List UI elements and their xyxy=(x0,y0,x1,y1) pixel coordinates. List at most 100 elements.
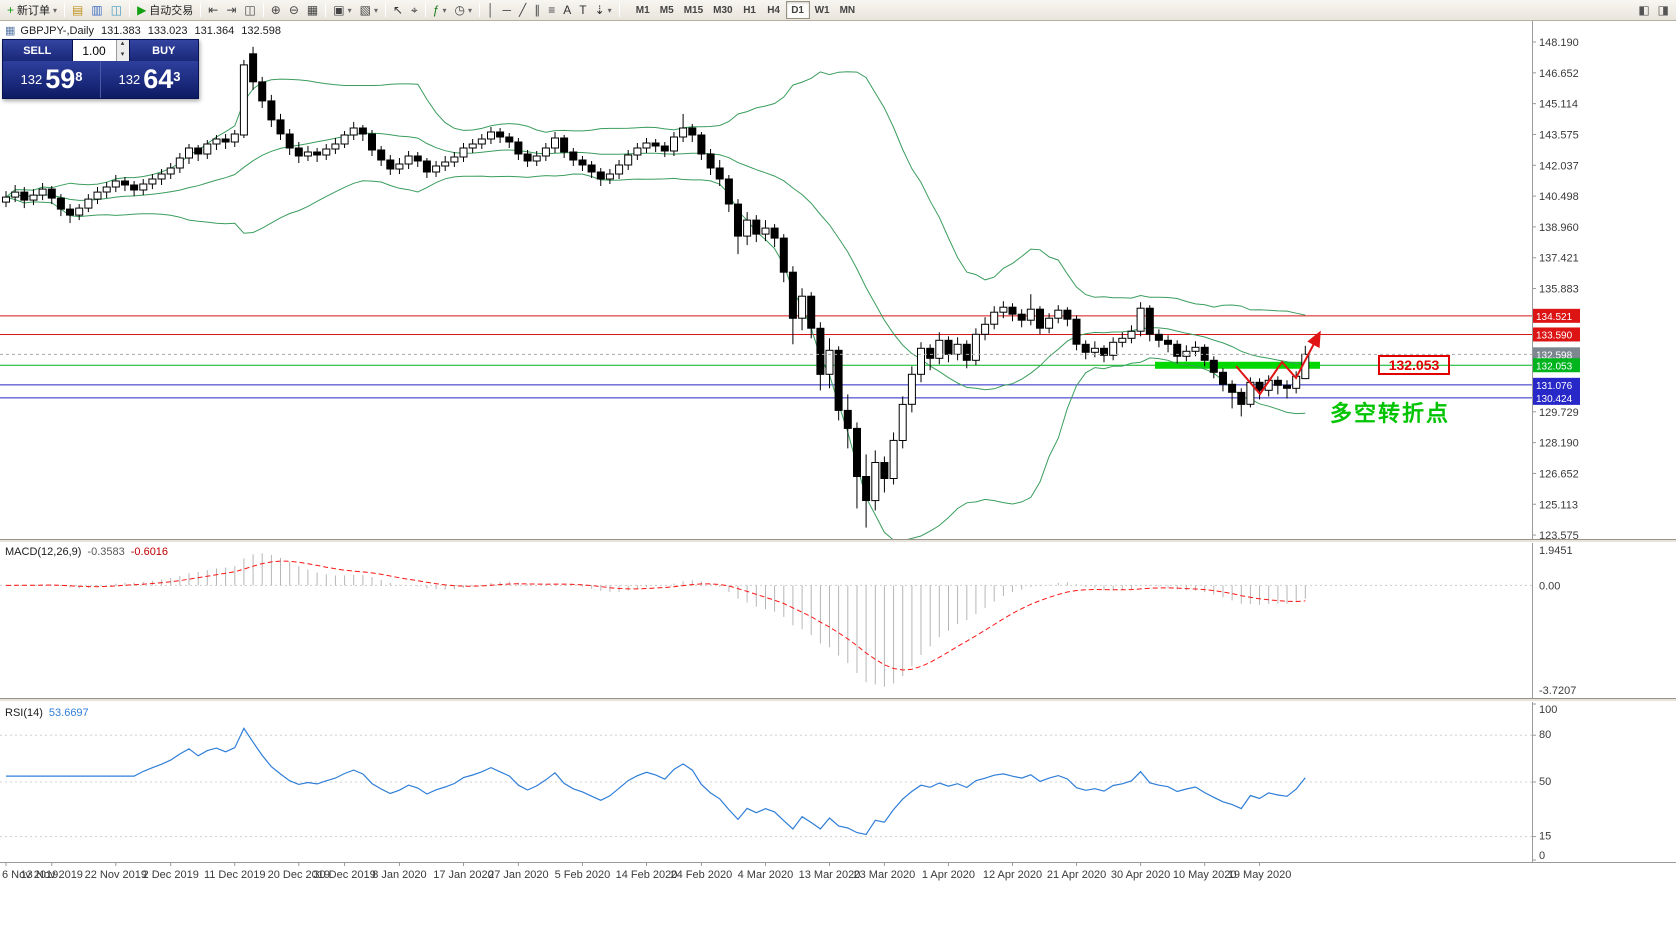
candle xyxy=(816,327,825,375)
rsi-axis-label: 0 xyxy=(1539,850,1545,862)
vertical-line-icon[interactable]: │ xyxy=(483,1,499,19)
chart-shift-icon[interactable]: ⇤ xyxy=(204,1,222,19)
pane-separator[interactable] xyxy=(0,539,1676,543)
timeframe-h4-button[interactable]: H4 xyxy=(762,1,786,19)
candle xyxy=(779,237,788,273)
ohlc-low: 131.364 xyxy=(194,24,235,37)
indicators-icon[interactable]: ƒ ▾ xyxy=(429,1,451,19)
text-icon[interactable]: A xyxy=(559,1,575,19)
candle xyxy=(331,143,340,150)
chart-symbol-period: GBPJPY-,Daily xyxy=(20,24,94,37)
volume-value[interactable]: 1.00 xyxy=(82,43,106,58)
candle xyxy=(368,133,376,151)
time-axis-label: 2 Dec 2019 xyxy=(143,869,199,881)
navigator-icon[interactable]: ◫ xyxy=(107,1,126,19)
candle xyxy=(303,151,312,157)
sell-price[interactable]: 132 59 8 xyxy=(3,61,101,98)
market-watch-icon[interactable]: ▤ xyxy=(68,1,87,19)
trendline-icon[interactable]: ╱ xyxy=(515,1,530,19)
candle xyxy=(29,194,38,201)
label-icon[interactable]: T xyxy=(575,1,590,19)
auto-trading-button[interactable]: ▶ 自动交易 xyxy=(133,1,197,19)
zoom-in-icon[interactable]: ⊕ xyxy=(267,1,285,19)
volume-spinner[interactable]: ▴ ▾ xyxy=(115,40,129,61)
candle xyxy=(249,53,258,83)
candle xyxy=(203,143,212,155)
candle xyxy=(889,439,898,479)
note-annotation[interactable]: 多空转折点 xyxy=(1330,401,1451,426)
candle xyxy=(953,343,962,355)
candle xyxy=(843,409,852,429)
time-axis-label: 20 Dec 2019 xyxy=(268,869,330,881)
candle xyxy=(185,147,193,159)
candle xyxy=(395,163,404,170)
candle xyxy=(66,208,74,216)
candle xyxy=(1283,384,1291,389)
candle xyxy=(450,156,459,163)
timeframe-d1-button[interactable]: D1 xyxy=(785,1,810,19)
candle xyxy=(1219,371,1227,385)
sell-button[interactable]: SELL xyxy=(3,40,72,61)
buy-price[interactable]: 132 64 3 xyxy=(101,61,198,98)
candle xyxy=(258,81,267,102)
rsi-line xyxy=(6,727,1306,836)
candle xyxy=(267,100,276,121)
volume-field[interactable]: 1.00 ▴ ▾ xyxy=(71,40,130,61)
volume-down-icon[interactable]: ▾ xyxy=(120,50,125,58)
crosshair-icon[interactable]: ⌖ xyxy=(407,1,422,19)
zoom-out-icon[interactable]: ⊖ xyxy=(285,1,303,19)
candle xyxy=(935,339,944,359)
timeframe-m30-button[interactable]: M30 xyxy=(708,1,737,19)
chart-title: ▦ GBPJPY-,Daily 131.383 133.023 131.364 … xyxy=(5,24,281,38)
auto-scroll-icon[interactable]: ⇥ xyxy=(222,1,240,19)
candle xyxy=(926,347,935,359)
time-axis-label: 6 Nov 2019 xyxy=(2,869,58,881)
timeframe-mn-button[interactable]: MN xyxy=(835,1,861,19)
candle xyxy=(1237,391,1246,405)
new-order-button[interactable]: + 新订单 ▾ xyxy=(3,1,61,19)
candle xyxy=(541,147,550,157)
price-badge xyxy=(1533,377,1580,392)
candle xyxy=(75,207,84,216)
data-window-icon[interactable]: ▥ xyxy=(87,1,106,19)
chart-list-icon[interactable]: ◧ xyxy=(1634,1,1653,19)
timeframe-m5-button[interactable]: M5 xyxy=(655,1,679,19)
timeframe-m15-button[interactable]: M15 xyxy=(679,1,708,19)
pane-separator[interactable] xyxy=(0,698,1676,702)
horizontal-line-icon[interactable]: ─ xyxy=(498,1,515,19)
window-menu-icon[interactable]: ◨ xyxy=(1654,1,1673,19)
shapes-icon[interactable]: ⇣ ▾ xyxy=(591,1,616,19)
tile-windows-icon[interactable]: ◫ xyxy=(240,1,259,19)
grid-icon[interactable]: ▦ xyxy=(303,1,322,19)
price-annotation[interactable]: 132.053 xyxy=(1378,355,1450,375)
candle xyxy=(276,119,285,135)
candle xyxy=(1228,383,1237,393)
candle xyxy=(212,138,221,145)
candle xyxy=(285,133,294,149)
timeframe-w1-button[interactable]: W1 xyxy=(810,1,835,19)
trend-arrow-annotation[interactable] xyxy=(1235,330,1321,396)
cursor-icon[interactable]: ↖ xyxy=(389,1,407,19)
channel-icon[interactable]: ∥ xyxy=(530,1,544,19)
timeframe-m1-button[interactable]: M1 xyxy=(631,1,655,19)
periods-icon[interactable]: ◷ ▾ xyxy=(450,1,476,19)
support-highlight[interactable] xyxy=(1155,361,1320,369)
bollinger-lower-band xyxy=(5,173,1306,542)
fibonacci-icon[interactable]: ≡ xyxy=(544,1,559,19)
toolbar-right: ◧ ◨ xyxy=(1634,1,1673,19)
candle xyxy=(1118,337,1127,343)
candle xyxy=(560,137,569,153)
candle xyxy=(38,188,47,196)
volume-up-icon[interactable]: ▴ xyxy=(120,40,125,47)
profiles-icon[interactable]: ▧ ▾ xyxy=(356,1,382,19)
candle xyxy=(624,154,633,166)
macd-label: MACD(12,26,9) -0.3583 -0.6016 xyxy=(5,546,168,558)
new-chart-icon[interactable]: ▣ ▾ xyxy=(329,1,355,19)
macd-signal-value: -0.6016 xyxy=(130,546,169,558)
candle xyxy=(102,186,111,193)
price-axis-label: 143.575 xyxy=(1539,129,1579,141)
rsi-label: RSI(14) 53.6697 xyxy=(5,707,89,719)
buy-button[interactable]: BUY xyxy=(129,40,198,61)
timeframe-h1-button[interactable]: H1 xyxy=(738,1,762,19)
